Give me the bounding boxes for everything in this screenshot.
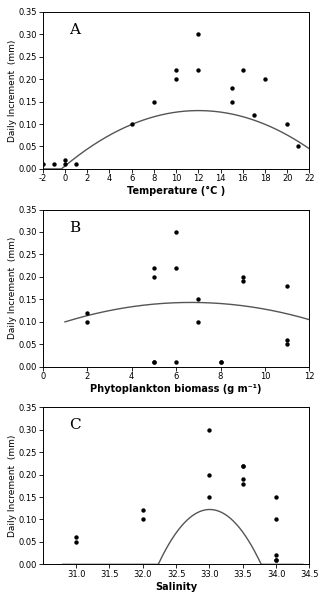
X-axis label: Salinity: Salinity: [155, 581, 197, 592]
Point: [40, 160, 45, 169]
Point: [296, 142, 301, 151]
Y-axis label: Daily Increment  (mm): Daily Increment (mm): [8, 434, 17, 537]
Point: [207, 425, 212, 434]
Y-axis label: Daily Increment  (mm): Daily Increment (mm): [8, 39, 17, 142]
Point: [273, 555, 279, 565]
X-axis label: Phytoplankton biomass (g m⁻¹): Phytoplankton biomass (g m⁻¹): [90, 384, 262, 394]
Point: [240, 479, 245, 488]
Point: [240, 272, 245, 281]
Point: [85, 317, 90, 326]
Text: C: C: [69, 418, 81, 432]
Text: B: B: [69, 221, 80, 235]
Point: [85, 308, 90, 317]
Point: [196, 295, 201, 304]
Point: [218, 358, 223, 367]
Point: [151, 358, 157, 367]
Point: [51, 160, 57, 169]
Y-axis label: Daily Increment  (mm): Daily Increment (mm): [8, 237, 17, 339]
Point: [240, 65, 245, 75]
Point: [284, 119, 290, 129]
Point: [174, 263, 179, 272]
Point: [240, 461, 245, 470]
Point: [196, 317, 201, 326]
Point: [74, 533, 79, 542]
Point: [196, 65, 201, 75]
Point: [240, 474, 245, 484]
Point: [284, 281, 290, 290]
Point: [284, 340, 290, 349]
Point: [140, 506, 146, 515]
Point: [62, 160, 68, 169]
Point: [196, 29, 201, 39]
Point: [251, 110, 256, 120]
Point: [273, 555, 279, 565]
Point: [262, 74, 267, 84]
Point: [129, 119, 134, 129]
Point: [273, 551, 279, 560]
Point: [74, 537, 79, 547]
Point: [140, 515, 146, 524]
Text: A: A: [69, 23, 80, 37]
Point: [240, 461, 245, 470]
Point: [284, 335, 290, 344]
Point: [174, 358, 179, 367]
Point: [151, 263, 157, 272]
Point: [240, 277, 245, 286]
Point: [174, 227, 179, 237]
Point: [207, 470, 212, 479]
Point: [151, 358, 157, 367]
Point: [229, 83, 234, 93]
Point: [218, 358, 223, 367]
Point: [62, 155, 68, 165]
Point: [273, 492, 279, 502]
Point: [229, 97, 234, 106]
Point: [273, 515, 279, 524]
Point: [174, 65, 179, 75]
Point: [74, 160, 79, 169]
Point: [151, 97, 157, 106]
Point: [174, 74, 179, 84]
Point: [151, 272, 157, 281]
Point: [207, 492, 212, 502]
X-axis label: Temperature (°C ): Temperature (°C ): [127, 186, 225, 196]
